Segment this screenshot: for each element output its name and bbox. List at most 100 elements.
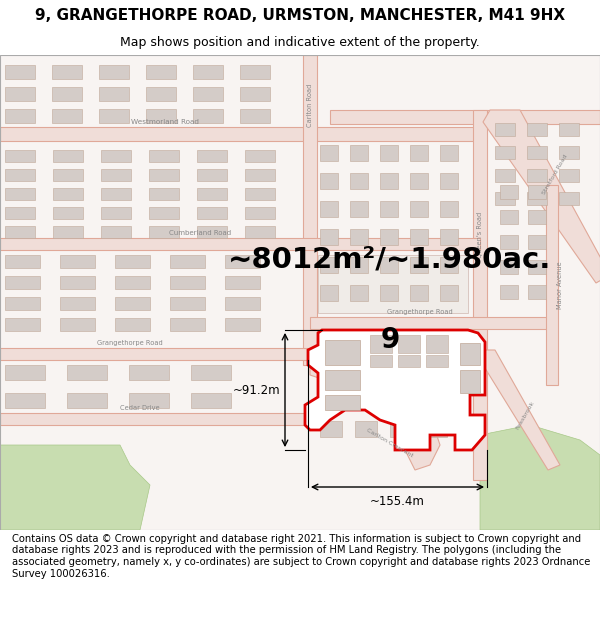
Bar — [245, 188, 275, 200]
Bar — [500, 210, 518, 224]
Bar — [495, 146, 515, 159]
Bar — [149, 188, 179, 200]
Bar — [5, 276, 40, 289]
Bar — [425, 365, 447, 381]
Bar — [67, 393, 107, 408]
Bar — [0, 348, 310, 360]
Bar — [146, 87, 176, 101]
Bar — [500, 235, 518, 249]
Bar — [149, 207, 179, 219]
Bar — [318, 255, 468, 313]
Polygon shape — [480, 350, 560, 470]
Bar — [193, 109, 223, 123]
Bar — [440, 145, 458, 161]
Bar — [398, 335, 420, 353]
Bar — [528, 235, 546, 249]
Bar — [191, 365, 231, 380]
Bar — [149, 150, 179, 162]
Bar — [240, 87, 270, 101]
Text: Queen's Road: Queen's Road — [477, 212, 483, 258]
Bar — [101, 169, 131, 181]
Polygon shape — [325, 370, 360, 390]
Bar — [101, 188, 131, 200]
Bar — [60, 255, 95, 268]
Bar — [495, 169, 515, 182]
Bar — [310, 317, 550, 329]
Bar — [410, 173, 428, 189]
Bar — [559, 169, 579, 182]
Bar — [170, 255, 205, 268]
Bar — [193, 65, 223, 79]
Text: Manor Avenue: Manor Avenue — [557, 261, 563, 309]
Bar — [197, 188, 227, 200]
Bar — [528, 285, 546, 299]
Polygon shape — [0, 445, 150, 530]
Bar — [225, 276, 260, 289]
Bar — [380, 145, 398, 161]
Bar — [5, 318, 40, 331]
Bar — [197, 150, 227, 162]
Bar — [225, 255, 260, 268]
Bar — [5, 207, 35, 219]
Bar — [5, 365, 45, 380]
Bar — [425, 393, 447, 409]
Bar — [53, 207, 83, 219]
Text: Cedar Drive: Cedar Drive — [120, 405, 160, 411]
Bar — [320, 421, 342, 437]
Bar — [370, 335, 392, 353]
Bar — [99, 65, 129, 79]
Bar — [527, 192, 547, 205]
Bar — [350, 257, 368, 273]
Bar — [410, 257, 428, 273]
Bar — [129, 365, 169, 380]
Bar — [440, 257, 458, 273]
Polygon shape — [325, 395, 360, 410]
Bar — [5, 226, 35, 238]
Text: Cumberland Road: Cumberland Road — [169, 230, 231, 236]
Bar — [129, 393, 169, 408]
Bar — [380, 229, 398, 245]
Bar — [350, 145, 368, 161]
Bar — [0, 413, 310, 425]
Bar — [350, 201, 368, 217]
Bar — [320, 229, 338, 245]
Bar — [390, 421, 412, 437]
Bar — [53, 169, 83, 181]
Bar — [115, 276, 150, 289]
Bar — [320, 173, 338, 189]
Bar — [370, 355, 392, 367]
Bar — [52, 87, 82, 101]
Text: Stretford Road: Stretford Road — [541, 154, 569, 196]
Bar — [440, 201, 458, 217]
Text: Feasbrook: Feasbrook — [515, 400, 535, 430]
Bar — [60, 276, 95, 289]
Bar — [559, 123, 579, 136]
Text: ~8012m²/~1.980ac.: ~8012m²/~1.980ac. — [229, 246, 551, 274]
Bar — [380, 285, 398, 301]
Bar — [559, 192, 579, 205]
Polygon shape — [460, 370, 480, 393]
Bar — [320, 285, 338, 301]
Text: Westmorland Road: Westmorland Road — [131, 119, 199, 125]
Text: ~155.4m: ~155.4m — [370, 495, 425, 508]
Bar — [355, 393, 377, 409]
Bar — [410, 229, 428, 245]
Bar — [53, 150, 83, 162]
Bar — [53, 188, 83, 200]
Bar — [320, 257, 338, 273]
Bar — [425, 421, 447, 437]
Bar — [5, 255, 40, 268]
Bar — [546, 185, 558, 385]
Polygon shape — [305, 330, 485, 450]
Polygon shape — [483, 110, 600, 283]
Bar — [320, 145, 338, 161]
Bar — [240, 65, 270, 79]
Bar — [245, 207, 275, 219]
Bar — [5, 65, 35, 79]
Text: Map shows position and indicative extent of the property.: Map shows position and indicative extent… — [120, 36, 480, 49]
Bar — [99, 87, 129, 101]
Bar — [52, 109, 82, 123]
Text: Carlton Crescent: Carlton Crescent — [366, 428, 414, 458]
Bar — [115, 318, 150, 331]
Bar — [0, 127, 480, 141]
